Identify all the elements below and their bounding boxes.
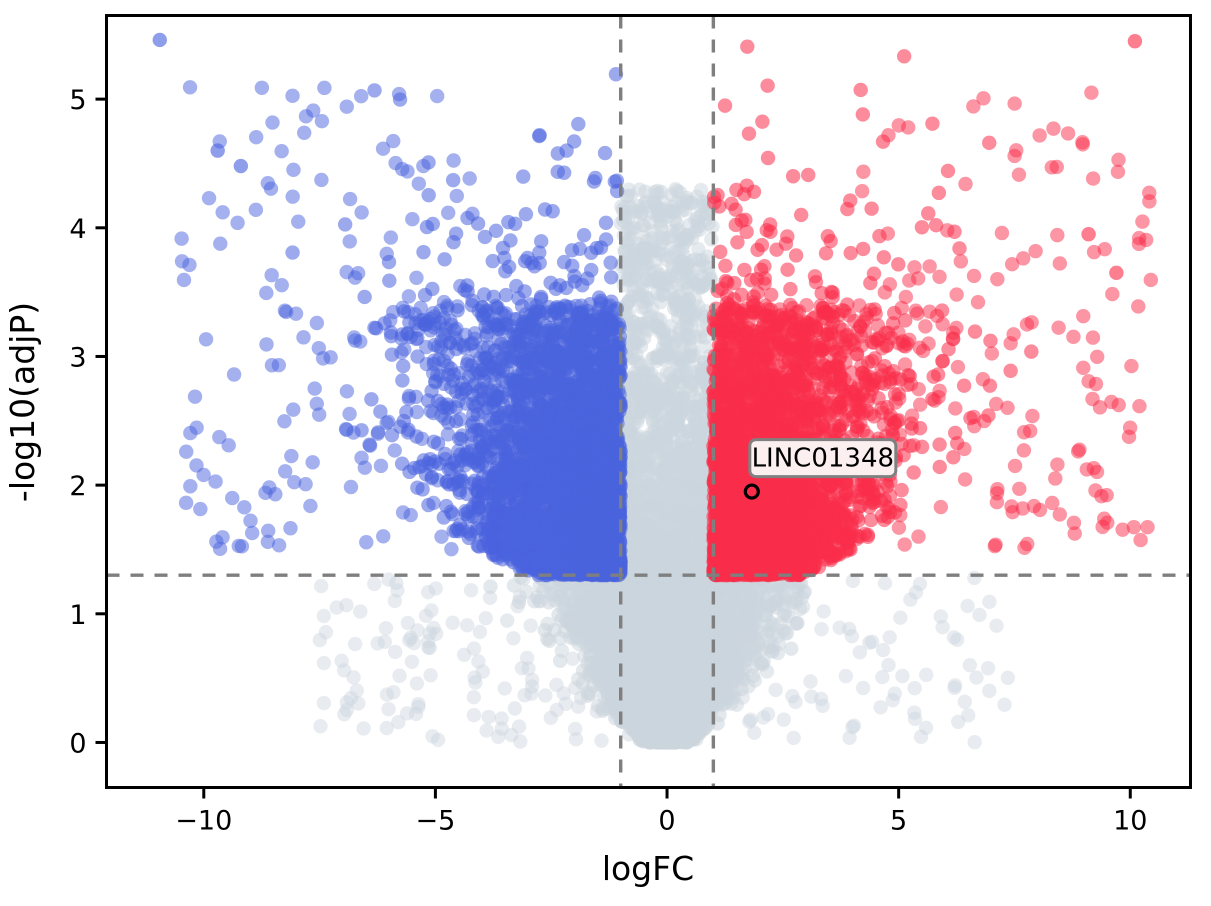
x-axis-title: logFC: [602, 849, 694, 888]
gene-annotation: LINC01348: [743, 438, 898, 500]
y-tick-label: 3: [69, 342, 86, 373]
y-tick-label: 4: [69, 214, 86, 245]
x-tick-label: 5: [890, 806, 907, 837]
x-tick-label: −10: [175, 806, 232, 837]
scatter-layer-downregulated: [152, 32, 628, 583]
y-tick-label: 2: [69, 471, 86, 502]
x-tick-label: −5: [415, 806, 455, 837]
x-tick-label: 0: [658, 806, 675, 837]
axis-ticks: −10 −5 0 5 10 0 1 2 3 4 5: [69, 85, 1147, 836]
annotation-label-box: [748, 438, 898, 479]
y-tick-label: 0: [69, 728, 86, 759]
annotated-point-marker: [743, 483, 760, 500]
x-tick-label: 10: [1113, 806, 1147, 837]
y-axis-title: -log10(adjP): [3, 302, 42, 502]
y-tick-label: 5: [69, 85, 86, 116]
plot-frame: [105, 14, 1192, 789]
threshold-lines: [106, 15, 1191, 788]
scatter-layer-upregulated: [706, 34, 1159, 583]
scatter-layer-nonsignificant: [312, 182, 1016, 750]
annotation-label-text: LINC01348: [752, 444, 894, 474]
y-tick-label: 1: [69, 600, 86, 631]
